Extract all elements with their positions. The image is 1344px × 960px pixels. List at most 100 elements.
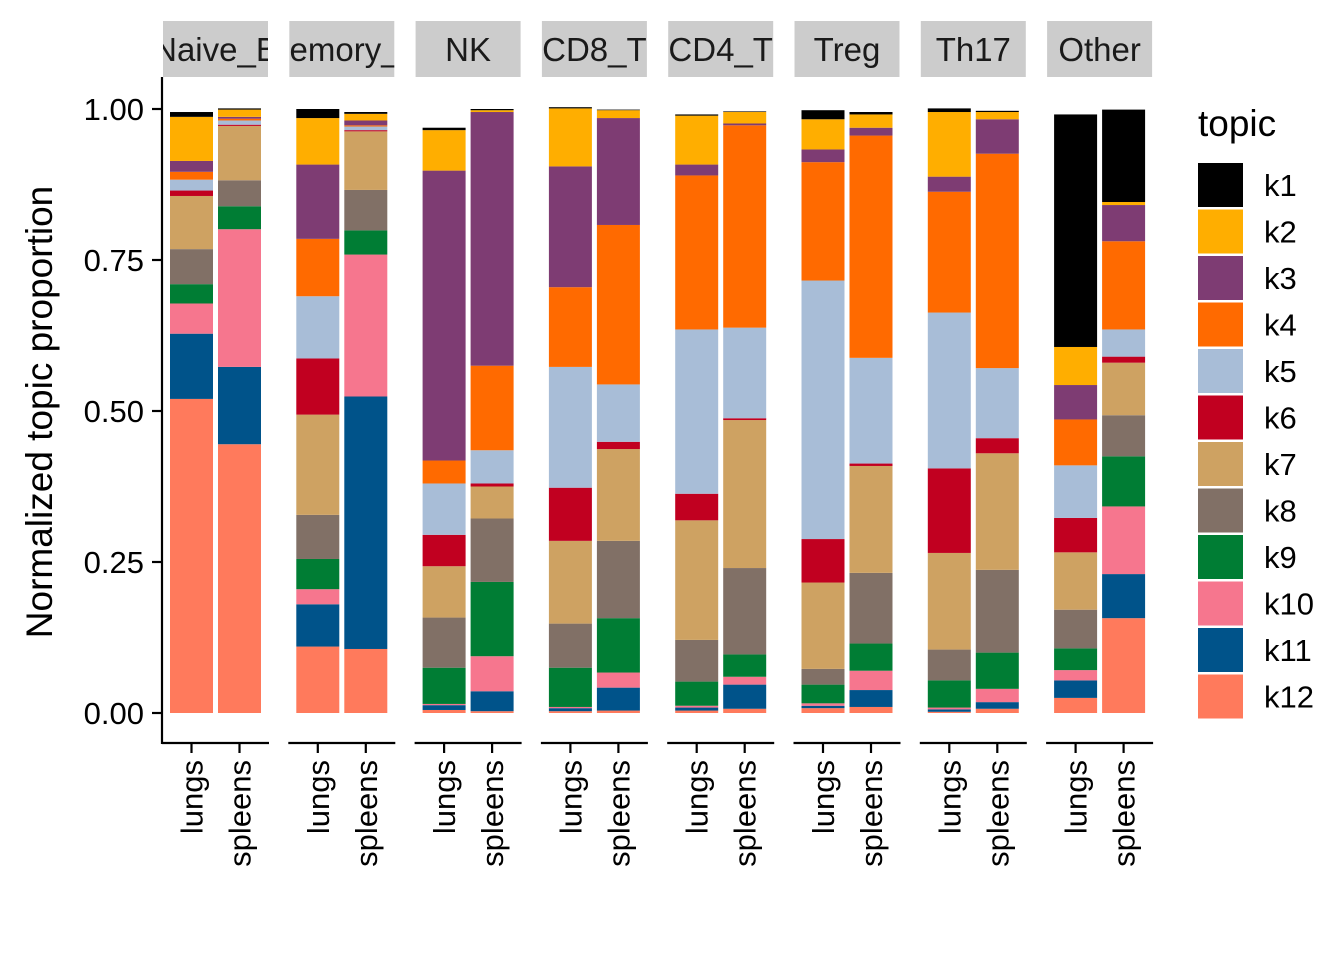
bar-segment-k5 <box>723 327 767 419</box>
bar-segment-k2 <box>218 109 261 117</box>
bar-segment-k9 <box>927 680 971 708</box>
bar-segment-k3 <box>1102 205 1146 242</box>
legend-label: k7 <box>1264 447 1297 482</box>
bar-segment-k1 <box>170 112 213 117</box>
bar-segment-k1 <box>1102 109 1146 203</box>
bar-segment-k5 <box>470 450 514 484</box>
bar-stack-Treg-spleens <box>849 112 893 713</box>
bar-segment-k1 <box>548 107 592 109</box>
bar-segment-k5 <box>296 296 340 359</box>
bar-segment-k6 <box>1054 517 1098 553</box>
bar-segment-k8 <box>1054 609 1098 649</box>
bar-segment-k5 <box>675 329 719 494</box>
y-tick-label: 0.75 <box>84 243 144 278</box>
bar-segment-k8 <box>470 518 514 582</box>
bar-segment-k5 <box>975 368 1019 439</box>
bar-segment-k11 <box>675 707 719 711</box>
bar-segment-k12 <box>675 710 719 713</box>
legend-item-k5: k5 <box>1198 349 1297 393</box>
legend-key <box>1198 581 1243 626</box>
bar-segment-k6 <box>801 539 845 583</box>
y-tick-label: 0.50 <box>84 394 144 429</box>
bar-segment-k1 <box>422 127 466 131</box>
bar-stack-CD8_T-spleens <box>596 109 640 713</box>
bar-segment-k10 <box>422 703 466 706</box>
bar-segment-k1 <box>675 114 719 116</box>
bar-segment-k9 <box>1102 456 1146 507</box>
bar-segment-k11 <box>723 684 767 709</box>
legend-key <box>1198 209 1243 254</box>
bar-segment-k4 <box>296 238 340 297</box>
legend-label: k10 <box>1264 587 1314 622</box>
legend-label: k9 <box>1264 540 1297 575</box>
bar-segment-k2 <box>296 118 340 165</box>
facet-strip-background <box>1047 21 1153 77</box>
bar-stack-Memory_B-lungs <box>296 109 340 713</box>
facet-strip-NK: NK <box>415 21 521 77</box>
bar-segment-k12 <box>975 708 1019 713</box>
bar-segment-k11 <box>470 691 514 712</box>
bar-segment-k10 <box>596 672 640 688</box>
bar-stack-Treg-lungs <box>801 110 845 713</box>
facet-label: CD4_T <box>668 31 773 68</box>
facet-strip-background <box>920 21 1026 77</box>
bar-segment-k6 <box>470 483 514 487</box>
bar-segment-k2 <box>801 119 845 150</box>
bar-segment-k6 <box>849 463 893 466</box>
bar-segment-k9 <box>548 667 592 707</box>
bar-segment-k6 <box>218 124 261 126</box>
bar-segment-k12 <box>470 711 514 713</box>
bar-segment-k7 <box>548 540 592 624</box>
bar-segment-k6 <box>296 358 340 415</box>
bar-segment-k1 <box>801 110 845 120</box>
legend-item-k10: k10 <box>1198 581 1314 626</box>
bar-segment-k11 <box>849 690 893 707</box>
bar-segment-k3 <box>1054 385 1098 420</box>
bar-segment-k1 <box>723 111 767 113</box>
bar-segment-k12 <box>801 708 845 713</box>
bar-segment-k10 <box>296 589 340 605</box>
legend-label: k4 <box>1264 308 1297 343</box>
bar-segment-k11 <box>596 687 640 711</box>
bar-segment-k7 <box>1054 552 1098 610</box>
bar-stack-Th17-lungs <box>927 108 971 713</box>
bar-segment-k10 <box>1102 506 1146 575</box>
bar-segment-k3 <box>801 149 845 163</box>
bar-segment-k7 <box>975 453 1019 570</box>
bar-segment-k7 <box>296 414 340 515</box>
bar-segment-k6 <box>975 438 1019 454</box>
bar-segment-k4 <box>218 118 261 121</box>
bar-segment-k6 <box>1102 356 1146 363</box>
bar-segment-k4 <box>470 365 514 451</box>
bar-segment-k2 <box>422 130 466 171</box>
x-tick-label: spleens <box>728 760 763 867</box>
facet-strip-background <box>541 21 647 77</box>
bar-segment-k8 <box>596 540 640 619</box>
bar-segment-k9 <box>596 618 640 673</box>
bar-segment-k1 <box>344 112 388 114</box>
bar-segment-k12 <box>422 709 466 713</box>
bar-segment-k9 <box>218 206 261 230</box>
legend-label: k1 <box>1264 168 1297 203</box>
bar-segment-k3 <box>296 164 340 239</box>
bar-segment-k8 <box>723 568 767 655</box>
bar-segment-k12 <box>849 706 893 713</box>
bar-segment-k11 <box>1054 680 1098 698</box>
bar-segment-k12 <box>548 711 592 713</box>
bar-segment-k5 <box>344 126 388 131</box>
facet-label: Naive_B <box>153 31 278 68</box>
bar-segment-k11 <box>422 705 466 710</box>
bar-segment-k1 <box>596 109 640 111</box>
bar-segment-k6 <box>596 441 640 450</box>
bar-segment-k9 <box>296 558 340 590</box>
legend-key <box>1198 302 1243 347</box>
bar-segment-k2 <box>927 112 971 177</box>
bar-segment-k10 <box>975 688 1019 703</box>
bar-segment-k3 <box>675 164 719 176</box>
bar-segment-k10 <box>218 229 261 367</box>
legend-label: k5 <box>1264 354 1297 389</box>
legend-title: topic <box>1198 103 1276 144</box>
bar-segment-k8 <box>548 623 592 668</box>
